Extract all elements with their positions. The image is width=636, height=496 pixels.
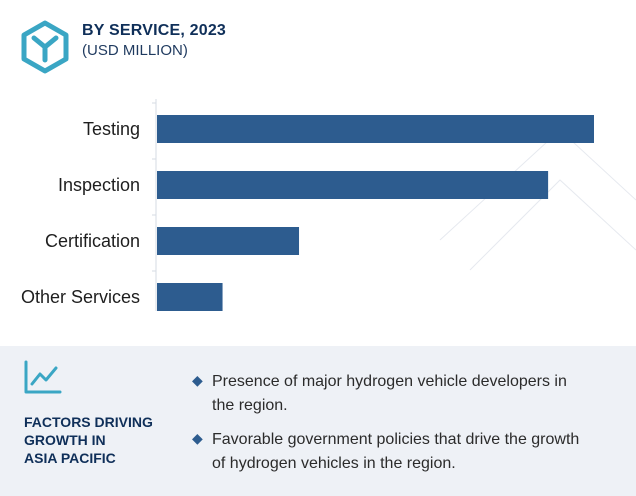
chart-subtitle: (USD MILLION) [82, 42, 188, 59]
factors-title-line: FACTORS DRIVING [24, 414, 153, 430]
factor-item: ◆ Presence of major hydrogen vehicle dev… [190, 370, 630, 418]
factor-item: ◆ Favorable government policies that dri… [190, 428, 630, 476]
factors-title-line: ASIA PACIFIC [24, 450, 116, 466]
chart-header: BY SERVICE, 2023 (USD MILLION) [20, 18, 580, 74]
factor-text-line: of hydrogen vehicles in the region. [212, 455, 456, 472]
factor-text-line: Favorable government policies that drive… [212, 431, 580, 448]
factors-title-line: GROWTH IN [24, 432, 106, 448]
category-label: Certification [45, 231, 140, 251]
diamond-bullet-icon: ◆ [192, 430, 203, 446]
chart-title: BY SERVICE, 2023 [82, 22, 227, 39]
category-label: Other Services [21, 287, 140, 307]
trend-line-icon [24, 360, 62, 394]
bar [157, 115, 594, 143]
bar [157, 171, 549, 199]
bar-chart: Testing Inspection Certification Other Serv… [21, 99, 594, 311]
bar [157, 227, 300, 255]
factors-title: FACTORS DRIVING GROWTH IN ASIA PACIFIC [24, 413, 174, 467]
factor-text-line: the region. [212, 397, 288, 414]
category-label: Testing [83, 119, 140, 139]
factors-panel: FACTORS DRIVING GROWTH IN ASIA PACIFIC ◆… [0, 346, 636, 496]
factor-text-line: Presence of major hydrogen vehicle devel… [212, 373, 567, 390]
bar [157, 283, 223, 311]
category-label: Inspection [58, 175, 140, 195]
hexagon-logo-icon [21, 20, 69, 74]
factors-list: ◆ Presence of major hydrogen vehicle dev… [190, 370, 630, 486]
diamond-bullet-icon: ◆ [192, 372, 203, 388]
